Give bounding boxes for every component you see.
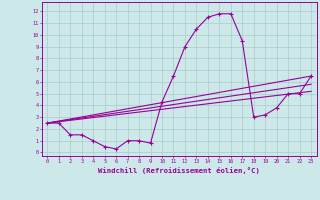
X-axis label: Windchill (Refroidissement éolien,°C): Windchill (Refroidissement éolien,°C) <box>98 167 260 174</box>
